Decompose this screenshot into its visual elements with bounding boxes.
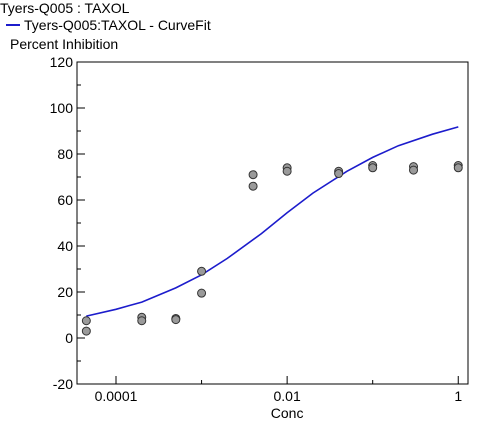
y-tick-label: 100 [50, 100, 74, 116]
legend-line-swatch [6, 24, 20, 26]
y-tick-label: 0 [65, 330, 73, 346]
data-point [368, 163, 378, 173]
y-tick-label: 20 [57, 284, 73, 300]
data-point [81, 316, 91, 326]
chart-title: Tyers-Q005 : TAXOL [0, 0, 130, 16]
y-tick-label: 60 [57, 192, 73, 208]
x-tick-label: 1 [454, 388, 462, 404]
data-point [197, 266, 207, 276]
x-axis-label: Conc [271, 405, 304, 421]
legend: Tyers-Q005:TAXOL - CurveFit [6, 17, 211, 33]
legend-label: Tyers-Q005:TAXOL - CurveFit [24, 17, 211, 33]
x-tick-label: 0.01 [274, 388, 301, 404]
data-point [282, 166, 292, 176]
data-point [248, 181, 258, 191]
data-point [334, 169, 344, 179]
y-tick-label: 40 [57, 238, 73, 254]
data-point [197, 288, 207, 298]
data-point [453, 163, 463, 173]
data-point [248, 170, 258, 180]
data-point [81, 326, 91, 336]
y-tick-label: 120 [50, 54, 74, 70]
y-tick-label: 80 [57, 146, 73, 162]
x-tick-label: 0.0001 [95, 388, 138, 404]
data-point [409, 165, 419, 175]
data-point [137, 316, 147, 326]
plot-frame [76, 61, 469, 385]
curve-fit-line [86, 126, 459, 317]
y-axis-label: Percent Inhibition [10, 36, 119, 52]
data-point [171, 315, 181, 325]
y-tick-label: -20 [53, 376, 73, 392]
